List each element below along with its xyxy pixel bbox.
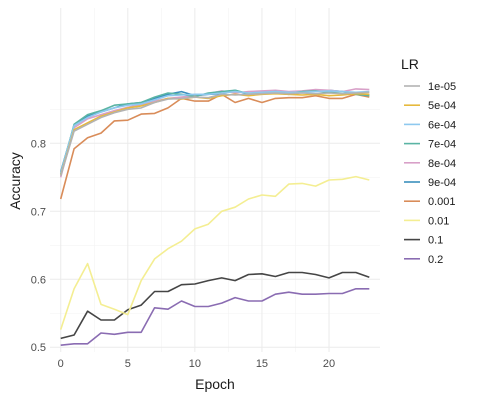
y-axis-title: Accuracy — [7, 152, 23, 210]
legend-label-0.001: 0.001 — [428, 196, 456, 208]
legend-label-0.2: 0.2 — [428, 254, 443, 266]
x-tick-label: 5 — [125, 358, 131, 370]
y-tick-label: 0.5 — [31, 342, 46, 354]
legend-label-0.1: 0.1 — [428, 235, 443, 247]
series-line-0.2 — [60, 287, 370, 346]
x-tick-label: 10 — [189, 358, 201, 370]
legend-label-0.01: 0.01 — [428, 215, 449, 227]
x-axis-title: Epoch — [195, 376, 235, 392]
series-line-0.1 — [60, 271, 370, 340]
y-tick-label: 0.8 — [31, 138, 46, 150]
legend-label-6e-04: 6e-04 — [428, 119, 456, 131]
series-lines — [59, 88, 370, 346]
y-tick-label: 0.6 — [31, 274, 46, 286]
legend-label-7e-04: 7e-04 — [428, 139, 456, 151]
series-line-1e-05 — [59, 91, 370, 177]
legend-label-1e-05: 1e-05 — [428, 81, 456, 93]
legend-label-9e-04: 9e-04 — [428, 177, 456, 189]
x-tick-label: 15 — [256, 358, 268, 370]
axis-ticks: 0 5 10 15 20 0.5 0.6 0.7 0.8 — [31, 138, 335, 370]
legend: LR 1e-05 5e-04 6e-04 7e-04 8e-04 9e-04 0.001 0.… — [401, 56, 456, 266]
legend-title: LR — [401, 56, 419, 72]
legend-label-5e-04: 5e-04 — [428, 100, 456, 112]
legend-items: 1e-05 5e-04 6e-04 7e-04 8e-04 9e-04 0.001 0.01 0… — [404, 81, 456, 266]
y-tick-label: 0.7 — [31, 206, 46, 218]
x-tick-label: 20 — [323, 358, 335, 370]
series-line-0.01 — [59, 175, 370, 330]
series-line-6e-04 — [59, 90, 370, 174]
x-tick-label: 0 — [58, 358, 64, 370]
legend-label-8e-04: 8e-04 — [428, 158, 456, 170]
